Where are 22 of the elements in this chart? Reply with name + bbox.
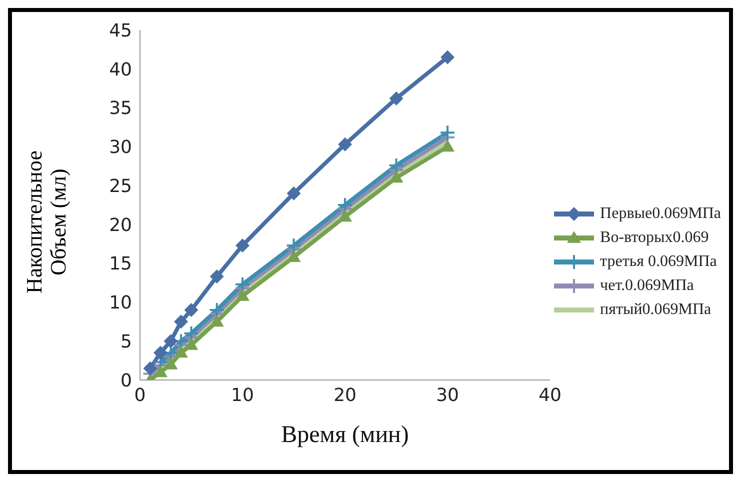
legend-label: чет.0.069МПа xyxy=(600,276,694,296)
legend-label: пятый0.069МПа xyxy=(600,300,712,320)
x-tick-label: 20 xyxy=(334,384,356,406)
y-tick-label: 10 xyxy=(109,292,132,314)
x-axis-title: Время (мин) xyxy=(281,422,409,448)
y-tick-label: 25 xyxy=(109,176,132,197)
y-tick-label: 0 xyxy=(120,370,132,392)
y-tick-label: 35 xyxy=(109,98,132,120)
x-tick-label: 10 xyxy=(231,384,254,406)
y-tick-label: 30 xyxy=(109,137,132,158)
y-tick-label: 45 xyxy=(109,20,132,42)
legend-label: Первые0.069МПа xyxy=(600,204,721,224)
x-tick-label: 40 xyxy=(538,384,562,406)
y-tick-label: 20 xyxy=(109,214,132,236)
y-tick-label: 40 xyxy=(109,59,132,80)
y-tick-label: 5 xyxy=(120,332,132,352)
x-tick-label: 30 xyxy=(436,384,459,406)
legend-label: Во-вторых0.069 xyxy=(600,228,709,248)
x-tick-label: 0 xyxy=(134,384,146,406)
y-axis-title: Накопительное Объем (мл) xyxy=(21,150,70,294)
legend-label: третья 0.069МПа xyxy=(600,252,717,272)
y-tick-label: 15 xyxy=(109,254,132,275)
